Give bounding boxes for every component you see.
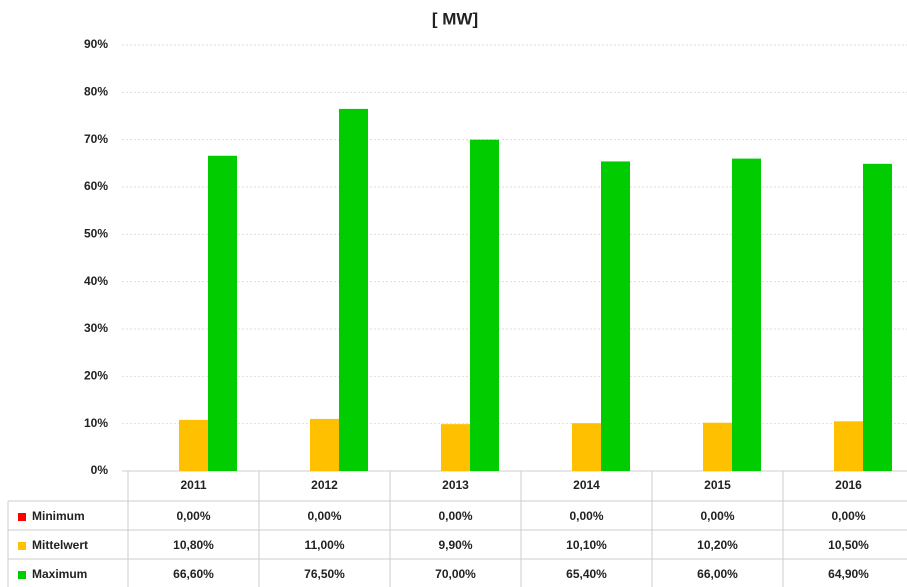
table-value: 0,00% bbox=[831, 509, 865, 523]
x-tick-label: 2016 bbox=[835, 478, 862, 492]
x-tick-label: 2011 bbox=[180, 478, 206, 492]
y-tick-label: 20% bbox=[84, 369, 108, 383]
table-value: 9,90% bbox=[438, 538, 472, 552]
table-value: 10,50% bbox=[828, 538, 869, 552]
table-value: 0,00% bbox=[438, 509, 472, 523]
bar bbox=[863, 163, 892, 471]
legend-marker bbox=[18, 542, 26, 550]
x-tick-label: 2015 bbox=[704, 478, 731, 492]
y-tick-label: 90% bbox=[84, 37, 108, 51]
table-value: 0,00% bbox=[176, 509, 210, 523]
table-value: 10,80% bbox=[173, 538, 214, 552]
table-value: 64,90% bbox=[828, 567, 869, 581]
legend-label: Minimum bbox=[32, 509, 85, 523]
bar bbox=[732, 158, 761, 471]
x-tick-label: 2014 bbox=[573, 478, 600, 492]
bar bbox=[441, 424, 470, 471]
chart-title: [ MW] bbox=[432, 9, 478, 28]
y-tick-label: 0% bbox=[91, 463, 109, 477]
table-value: 66,00% bbox=[697, 567, 738, 581]
y-tick-label: 80% bbox=[84, 85, 108, 99]
bar bbox=[470, 139, 499, 471]
x-tick-label: 2013 bbox=[442, 478, 469, 492]
y-tick-label: 50% bbox=[84, 227, 108, 241]
x-tick-label: 2012 bbox=[311, 478, 338, 492]
table-value: 11,00% bbox=[304, 538, 344, 552]
table-value: 0,00% bbox=[700, 509, 734, 523]
y-tick-label: 30% bbox=[84, 321, 108, 335]
bar bbox=[179, 419, 208, 471]
legend-label: Maximum bbox=[32, 567, 87, 581]
legend-marker bbox=[18, 571, 26, 579]
bar bbox=[572, 423, 601, 471]
bar bbox=[339, 108, 368, 472]
legend-label: Mittelwert bbox=[32, 538, 88, 552]
y-tick-label: 40% bbox=[84, 274, 108, 288]
bar bbox=[834, 421, 863, 471]
y-tick-label: 60% bbox=[84, 179, 108, 193]
y-tick-label: 70% bbox=[84, 132, 108, 146]
table-value: 10,10% bbox=[566, 538, 607, 552]
bar bbox=[703, 422, 732, 471]
y-tick-label: 10% bbox=[84, 416, 108, 430]
table-value: 70,00% bbox=[435, 567, 476, 581]
table-value: 0,00% bbox=[307, 509, 341, 523]
table-value: 10,20% bbox=[697, 538, 738, 552]
table-value: 66,60% bbox=[173, 567, 214, 581]
table-value: 76,50% bbox=[304, 567, 345, 581]
table-value: 65,40% bbox=[566, 567, 607, 581]
bar bbox=[208, 155, 237, 471]
bar bbox=[601, 161, 630, 471]
legend-marker bbox=[18, 513, 26, 521]
table-value: 0,00% bbox=[569, 509, 603, 523]
bar bbox=[310, 418, 339, 471]
